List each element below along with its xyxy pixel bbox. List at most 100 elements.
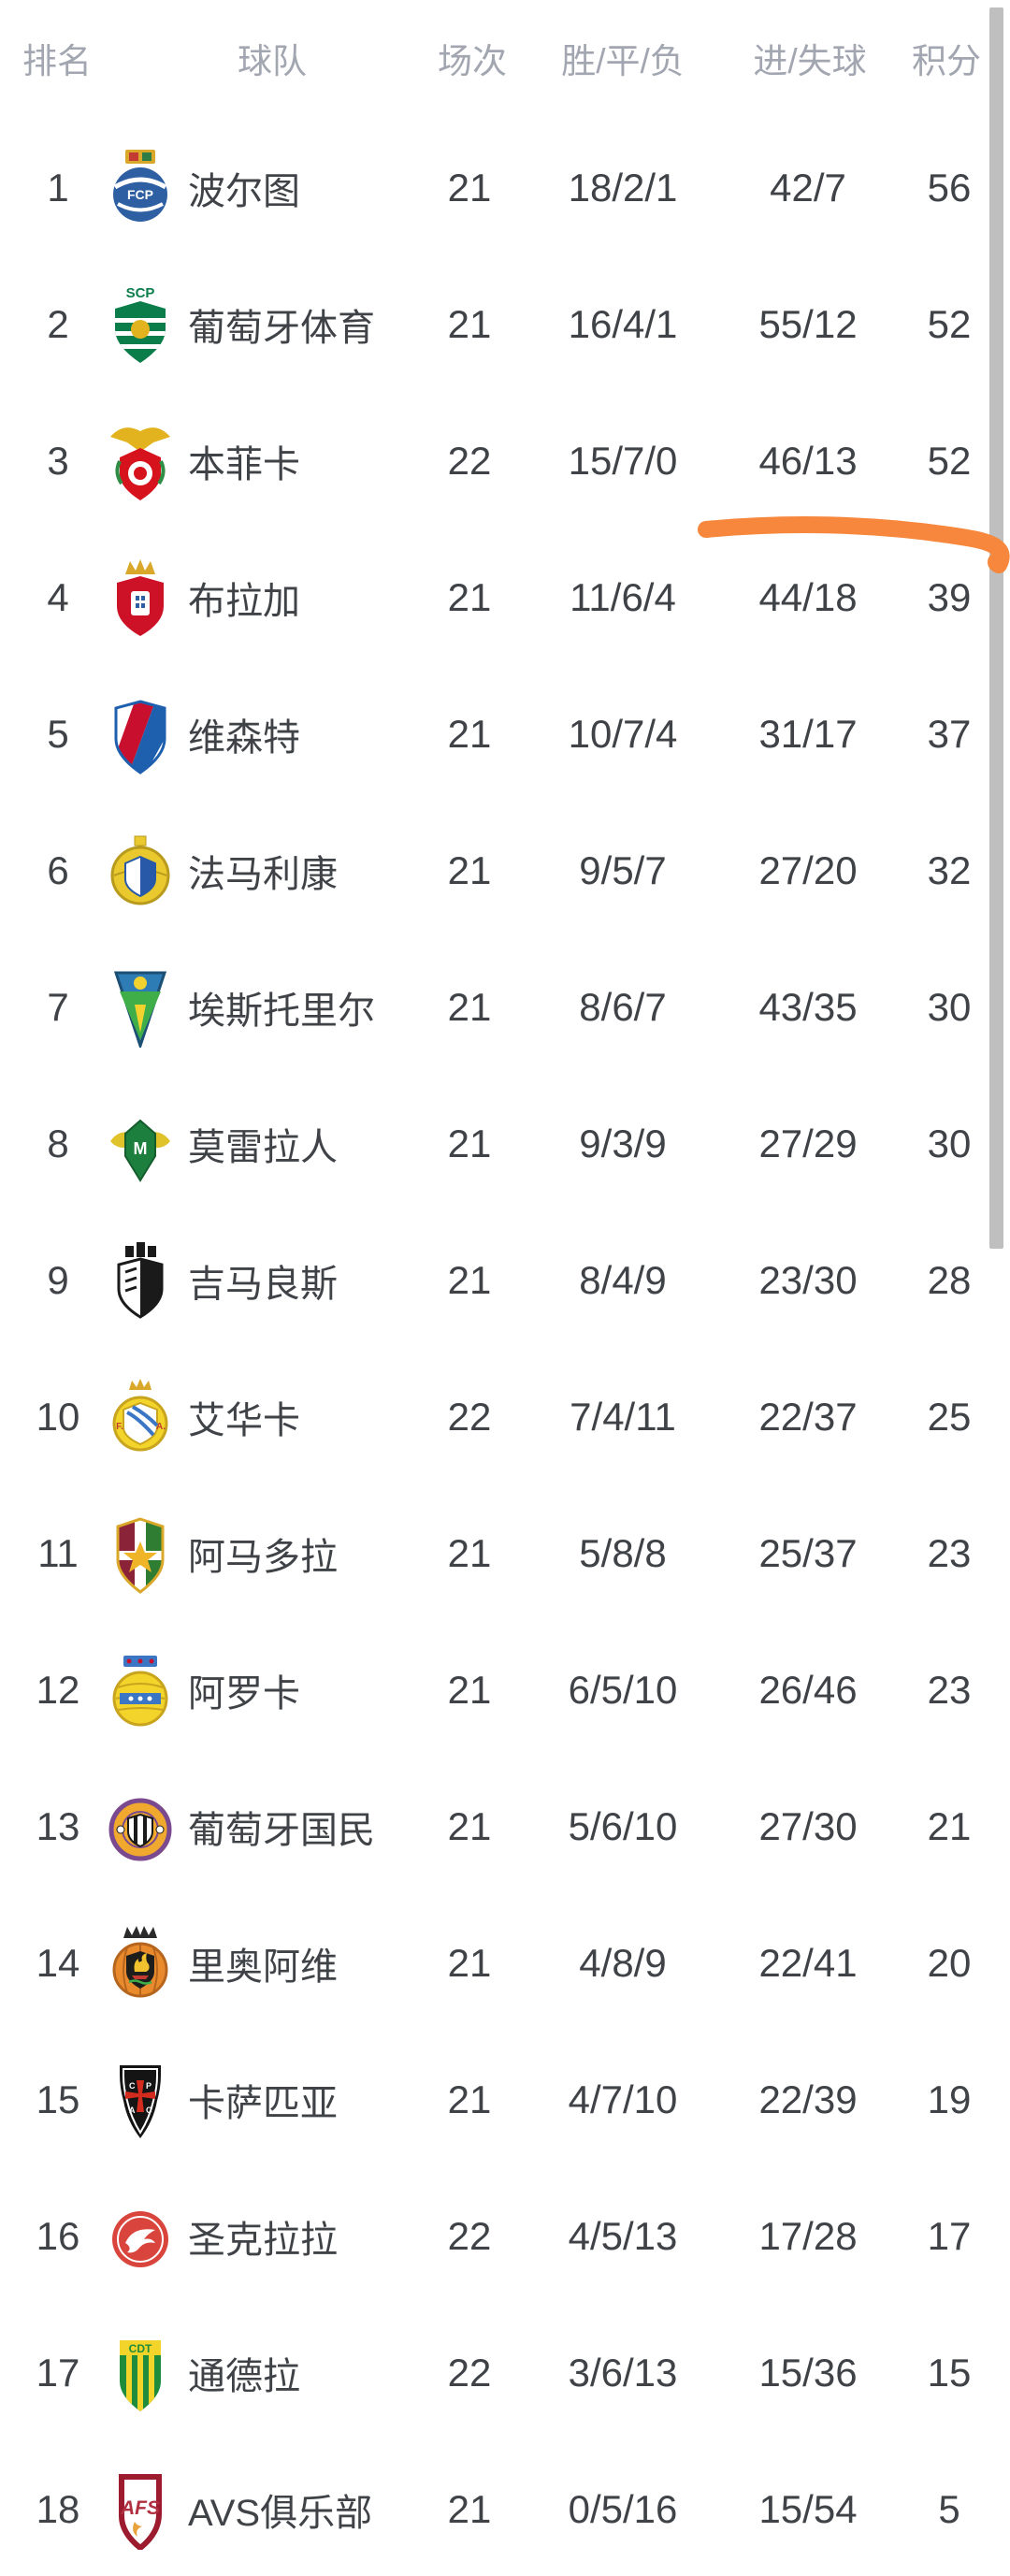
team-name: 波尔图 <box>188 171 300 212</box>
table-row-9[interactable]: 9 吉马良斯 21 8/4/9 23/30 28 <box>0 1212 1010 1349</box>
svg-text:C: C <box>129 2081 136 2091</box>
wdl-cell: 0/5/16 <box>568 2487 678 2531</box>
goals-cell: 22/37 <box>758 1395 858 1439</box>
goals-cell: 22/39 <box>758 2077 858 2121</box>
table-row-4[interactable]: 4 布拉加 21 11/6/4 44/18 39 <box>0 529 1010 666</box>
goals-cell: 46/13 <box>758 439 858 483</box>
table-row-11[interactable]: 11 阿马多拉 21 5/8/8 25/37 23 <box>0 1485 1010 1622</box>
goals-cell: 26/46 <box>758 1668 858 1712</box>
rank-cell: 2 <box>47 302 69 346</box>
team-name: 莫雷拉人 <box>188 1127 338 1168</box>
points-cell: 37 <box>927 712 972 756</box>
table-row-18[interactable]: 18 AFS AVS俱乐部 21 0/5/16 15/54 5 <box>0 2441 1010 2576</box>
rank-cell: 13 <box>36 1804 80 1848</box>
points-cell: 17 <box>927 2214 972 2258</box>
points-cell: 52 <box>927 439 972 483</box>
goals-cell: 27/29 <box>758 1122 858 1165</box>
team-name: 维森特 <box>188 717 300 759</box>
avs-crest: AFS <box>107 2468 174 2551</box>
goals-cell: 22/41 <box>758 1941 858 1985</box>
wdl-cell: 7/4/11 <box>570 1395 676 1439</box>
table-row-16[interactable]: 16 圣克拉拉 22 4/5/13 17/28 17 <box>0 2168 1010 2305</box>
team-name: 艾华卡 <box>188 1400 300 1441</box>
matches-cell: 21 <box>447 1804 492 1848</box>
matches-cell: 21 <box>447 575 492 619</box>
table-row-13[interactable]: 13 葡萄牙国民 21 5/6/10 27/30 21 <box>0 1758 1010 1895</box>
table-row-3[interactable]: 3 本菲卡 22 15/7/0 46/13 52 <box>0 393 1010 529</box>
team-name: 法马利康 <box>188 854 338 895</box>
matches-cell: 21 <box>447 302 492 346</box>
points-cell: 30 <box>927 1122 972 1165</box>
rank-cell: 10 <box>36 1395 80 1439</box>
team-name: 葡萄牙体育 <box>188 308 375 349</box>
team-name: 圣克拉拉 <box>188 2220 338 2261</box>
team-name: 吉马良斯 <box>188 1264 338 1305</box>
wdl-cell: 4/7/10 <box>568 2077 678 2121</box>
table-row-7[interactable]: 7 埃斯托里尔 21 8/6/7 43/35 30 <box>0 939 1010 1076</box>
team-name: AVS俱乐部 <box>188 2493 373 2534</box>
table-row-5[interactable]: 5 维森特 21 10/7/4 31/17 37 <box>0 666 1010 803</box>
column-header-points: 积分 <box>912 42 981 80</box>
svg-text:AFS: AFS <box>120 2497 160 2519</box>
matches-cell: 21 <box>447 166 492 210</box>
matches-cell: 21 <box>447 1258 492 1302</box>
goals-cell: 44/18 <box>758 575 858 619</box>
nacional-crest <box>107 1786 174 1868</box>
points-cell: 39 <box>927 575 972 619</box>
goals-cell: 17/28 <box>758 2214 858 2258</box>
matches-cell: 21 <box>447 848 492 892</box>
column-header-wdl: 胜/平/负 <box>561 42 685 80</box>
matches-cell: 22 <box>447 2214 492 2258</box>
scrollbar-thumb[interactable] <box>989 7 1003 1249</box>
rank-cell: 7 <box>47 985 69 1029</box>
benfica-crest <box>107 420 174 502</box>
rank-cell: 5 <box>47 712 69 756</box>
points-cell: 28 <box>927 1258 972 1302</box>
svg-text:F.: F. <box>116 1422 123 1432</box>
team-name: 卡萨匹亚 <box>188 2083 338 2124</box>
table-row-14[interactable]: 14 里奥阿维 21 4/8/9 22/41 20 <box>0 1895 1010 2032</box>
matches-cell: 21 <box>447 2077 492 2121</box>
wdl-cell: 11/6/4 <box>570 575 676 619</box>
table-row-1[interactable]: 1 FCP 波尔图 21 18/2/1 42/7 56 <box>0 120 1010 256</box>
points-cell: 21 <box>927 1804 972 1848</box>
table-row-12[interactable]: 12 阿罗卡 21 6/5/10 26/46 23 <box>0 1622 1010 1758</box>
matches-cell: 22 <box>447 439 492 483</box>
moreirense-crest: M <box>107 1103 174 1185</box>
team-name: 通德拉 <box>188 2356 300 2397</box>
svg-text:SCP: SCP <box>126 285 155 301</box>
points-cell: 32 <box>927 848 972 892</box>
gil-vicente-crest <box>107 693 174 775</box>
rank-cell: 8 <box>47 1122 69 1165</box>
column-header-team: 球队 <box>238 42 307 80</box>
goals-cell: 23/30 <box>758 1258 858 1302</box>
goals-cell: 15/54 <box>758 2487 858 2531</box>
svg-text:M: M <box>134 1139 148 1158</box>
table-row-17[interactable]: 17 CDT 通德拉 22 3/6/13 15/36 15 <box>0 2305 1010 2441</box>
points-cell: 30 <box>927 985 972 1029</box>
wdl-cell: 8/6/7 <box>579 985 667 1029</box>
rank-cell: 12 <box>36 1668 80 1712</box>
matches-cell: 21 <box>447 985 492 1029</box>
rank-cell: 9 <box>47 1258 69 1302</box>
matches-cell: 21 <box>447 1122 492 1165</box>
table-row-10[interactable]: 10 F. A. 艾华卡 22 7/4/11 22/37 25 <box>0 1349 1010 1485</box>
svg-text:C: C <box>146 2106 152 2115</box>
wdl-cell: 9/5/7 <box>579 848 667 892</box>
team-name: 埃斯托里尔 <box>188 991 375 1032</box>
wdl-cell: 15/7/0 <box>568 439 678 483</box>
table-row-6[interactable]: 6 法马利康 21 9/5/7 27/20 32 <box>0 803 1010 939</box>
sporting-crest: SCP <box>107 283 174 366</box>
wdl-cell: 3/6/13 <box>568 2351 678 2395</box>
wdl-cell: 18/2/1 <box>568 166 678 210</box>
wdl-cell: 4/5/13 <box>568 2214 678 2258</box>
matches-cell: 22 <box>447 1395 492 1439</box>
points-cell: 23 <box>927 1668 972 1712</box>
goals-cell: 43/35 <box>758 985 858 1029</box>
points-cell: 52 <box>927 302 972 346</box>
table-row-15[interactable]: 15 C P A C 卡萨匹亚 21 4/7/10 22/39 19 <box>0 2032 1010 2168</box>
braga-crest <box>107 557 174 639</box>
table-row-8[interactable]: 8 M 莫雷拉人 21 9/3/9 27/29 30 <box>0 1076 1010 1212</box>
points-cell: 15 <box>927 2351 972 2395</box>
table-row-2[interactable]: 2 SCP 葡萄牙体育 21 16/4/1 55/12 52 <box>0 256 1010 393</box>
